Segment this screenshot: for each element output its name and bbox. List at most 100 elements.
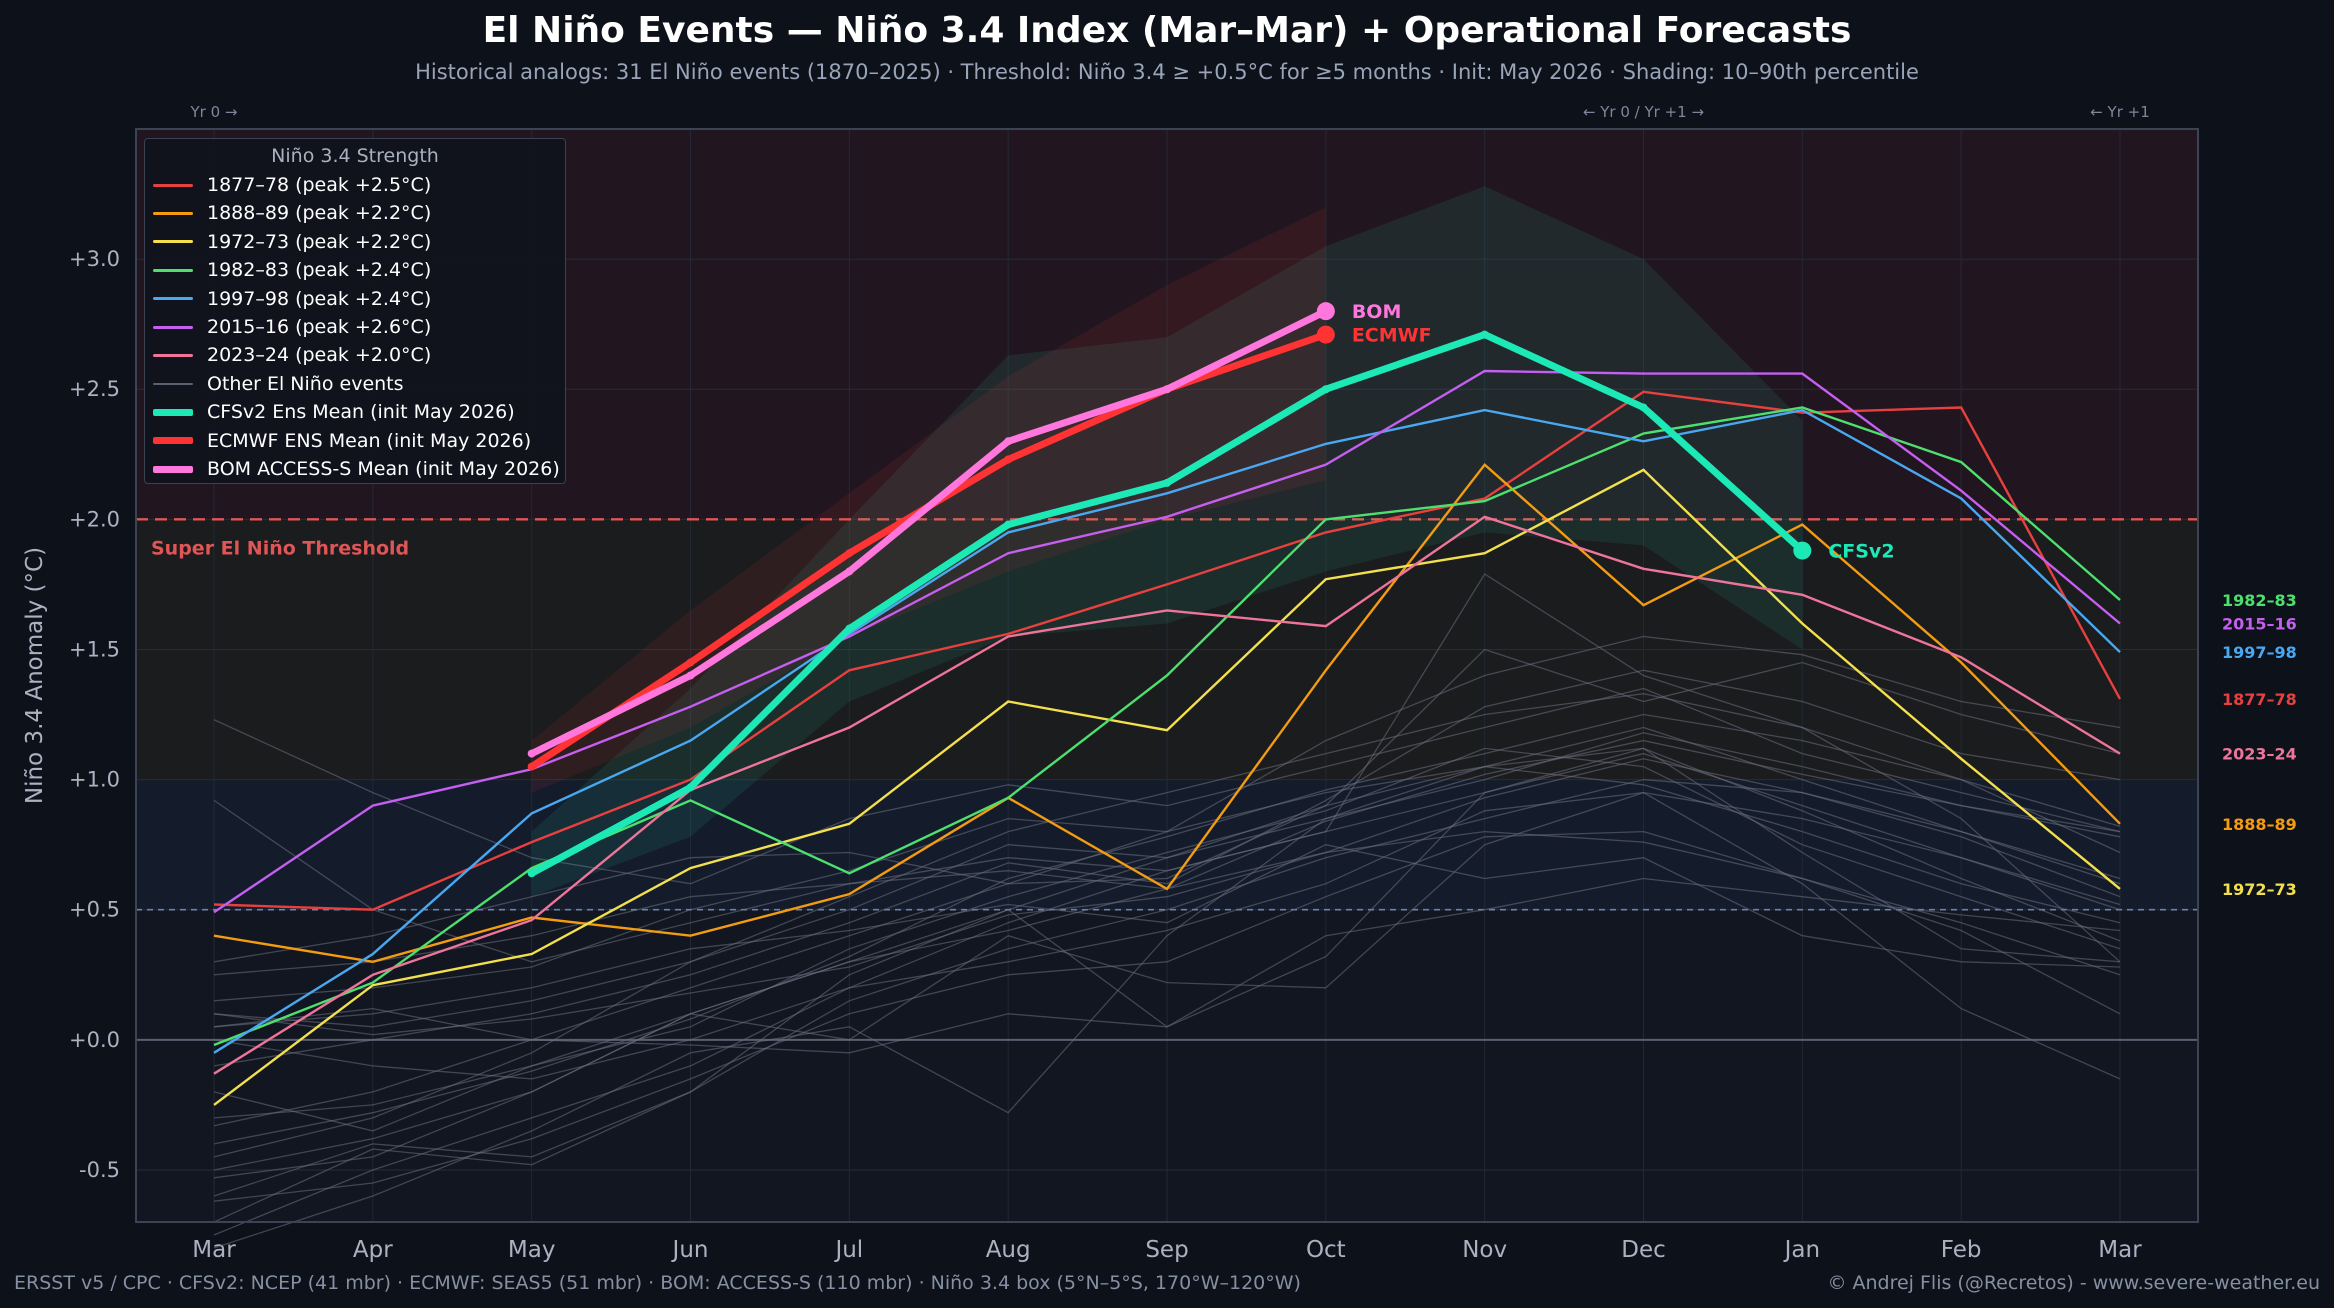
x-tick-label: May xyxy=(508,1237,556,1263)
forecast-point xyxy=(1004,455,1013,464)
legend: Niño 3.4 Strength 1877–78 (peak +2.5°C) 1… xyxy=(144,138,566,484)
other-event-line xyxy=(213,635,2121,1002)
other-event-line xyxy=(213,669,2121,1067)
legend-swatch xyxy=(153,325,193,329)
y-tick-label: +0.0 xyxy=(69,1028,120,1052)
legend-swatch xyxy=(153,382,193,385)
x-tick-label: Feb xyxy=(1941,1237,1982,1263)
other-event-line xyxy=(213,693,2121,1158)
forecast-point xyxy=(845,549,854,558)
legend-swatch xyxy=(153,437,193,445)
y-tick-label: +1.0 xyxy=(69,768,120,792)
legend-item: 1888–89 (peak +2.2°C) xyxy=(153,199,431,227)
legend-swatch xyxy=(153,465,193,473)
x-tick-label: Apr xyxy=(353,1237,393,1263)
legend-label: 1888–89 (peak +2.2°C) xyxy=(207,202,432,225)
legend-title: Niño 3.4 Strength xyxy=(271,145,439,167)
legend-swatch xyxy=(153,211,193,215)
x-tick-label: Jun xyxy=(671,1237,709,1263)
footer-credit: © Andrej Flis (@Recretos) - www.severe-w… xyxy=(1827,1272,2320,1294)
forecast-point xyxy=(1163,385,1171,394)
legend-item: 2015–16 (peak +2.6°C) xyxy=(153,313,431,341)
other-event-line xyxy=(213,747,2121,1249)
other-event-line xyxy=(213,791,2121,1080)
legend-label: 2015–16 (peak +2.6°C) xyxy=(207,316,432,338)
legend-swatch xyxy=(153,240,193,244)
legend-swatch xyxy=(153,353,193,357)
legend-swatch xyxy=(153,408,193,416)
x-tick-label: Mar xyxy=(192,1237,236,1263)
other-event-line xyxy=(213,877,2121,1054)
forecast-point xyxy=(845,624,854,633)
forecast-point xyxy=(1163,478,1171,487)
forecast-point xyxy=(1480,330,1489,339)
legend-item: 1972–73 (peak +2.2°C) xyxy=(153,228,431,256)
y-tick-label: +2.0 xyxy=(69,507,120,531)
x-tick-label: Jul xyxy=(833,1237,863,1263)
forecast-point xyxy=(1321,385,1330,394)
y-axis-label: Niño 3.4 Anomaly (°C) xyxy=(22,547,48,804)
legend-swatch xyxy=(153,183,193,187)
legend-item: 1982–83 (peak +2.4°C) xyxy=(153,256,431,284)
forecast-point xyxy=(686,783,695,792)
y-tick-label: +2.5 xyxy=(69,377,120,401)
x-tick-label: Mar xyxy=(2098,1237,2142,1263)
forecast-point xyxy=(527,762,536,771)
event-line-1997–98 xyxy=(213,408,2121,1054)
legend-item: 2023–24 (peak +2.0°C) xyxy=(153,341,431,369)
plot-frame xyxy=(135,128,2199,1223)
other-event-line xyxy=(213,791,2121,1119)
forecast-point xyxy=(1004,520,1013,529)
other-event-line xyxy=(213,713,2121,1145)
event-line-2023–24 xyxy=(213,515,2121,1075)
legend-label: 1877–78 (peak +2.5°C) xyxy=(207,174,432,196)
legend-label: 2023–24 (peak +2.0°C) xyxy=(207,344,432,367)
other-event-line xyxy=(213,687,2121,885)
legend-label: Other El Niño events xyxy=(207,372,404,395)
forecast-shading xyxy=(531,186,1803,897)
x-tick-label: Nov xyxy=(1462,1237,1507,1263)
legend-item: 1997–98 (peak +2.4°C) xyxy=(153,285,431,313)
forecast-end-label: BOM xyxy=(1352,301,1402,323)
chart-subtitle: Historical analogs: 31 El Niño events (1… xyxy=(415,60,1919,84)
forecast-point xyxy=(686,658,695,667)
legend-swatch xyxy=(153,268,193,272)
y-tick-label: -0.5 xyxy=(79,1158,120,1182)
other-event-line xyxy=(213,844,2121,1028)
year-marker-label: Yr 0 → xyxy=(190,103,238,121)
event-line-1877–78 xyxy=(213,390,2122,911)
legend-label: 1982–83 (peak +2.4°C) xyxy=(207,259,432,282)
forecast-point xyxy=(527,869,536,878)
event-line-1972–73 xyxy=(213,468,2121,1106)
forecast-point xyxy=(1639,403,1648,412)
series-end-label: 2023–24 xyxy=(2222,745,2297,764)
forecast-point xyxy=(845,567,854,576)
footer-data-sources: ERSST v5 / CPC · CFSv2: NCEP (41 mbr) · … xyxy=(14,1272,1301,1294)
event-line-1982–83 xyxy=(213,406,2121,1047)
y-tick-label: +0.5 xyxy=(69,898,120,922)
forecast-end-label: CFSv2 xyxy=(1828,541,1894,563)
x-tick-label: Sep xyxy=(1145,1237,1188,1263)
series-end-label: 1888–89 xyxy=(2222,815,2297,834)
x-tick-label: Dec xyxy=(1621,1237,1666,1263)
series-end-label: 1972–73 xyxy=(2222,880,2297,899)
super-threshold-label: Super El Niño Threshold xyxy=(151,537,409,559)
legend-item: CFSv2 Ens Mean (init May 2026) xyxy=(153,398,515,426)
forecast-point xyxy=(1004,437,1013,446)
year-marker-label: ← Yr 0 / Yr +1 → xyxy=(1583,103,1704,121)
other-event-line xyxy=(213,726,2121,963)
legend-label: ECMWF ENS Mean (init May 2026) xyxy=(207,429,532,452)
forecast-end-label: ECMWF xyxy=(1352,325,1432,347)
y-tick-label: +3.0 xyxy=(69,247,120,271)
forecast-end-marker xyxy=(1316,325,1335,344)
legend-item: ECMWF ENS Mean (init May 2026) xyxy=(153,427,531,455)
series-end-label: 2015–16 xyxy=(2222,614,2297,633)
legend-label: CFSv2 Ens Mean (init May 2026) xyxy=(207,401,515,424)
x-tick-label: Aug xyxy=(986,1237,1031,1263)
forecast-point xyxy=(686,671,695,680)
series-end-label: 1982–83 xyxy=(2222,591,2297,610)
legend-label: 1997–98 (peak +2.4°C) xyxy=(207,287,432,310)
legend-item: Other El Niño events xyxy=(153,370,404,398)
event-line-1888–89 xyxy=(213,462,2121,964)
legend-label: BOM ACCESS-S Mean (init May 2026) xyxy=(207,458,560,480)
